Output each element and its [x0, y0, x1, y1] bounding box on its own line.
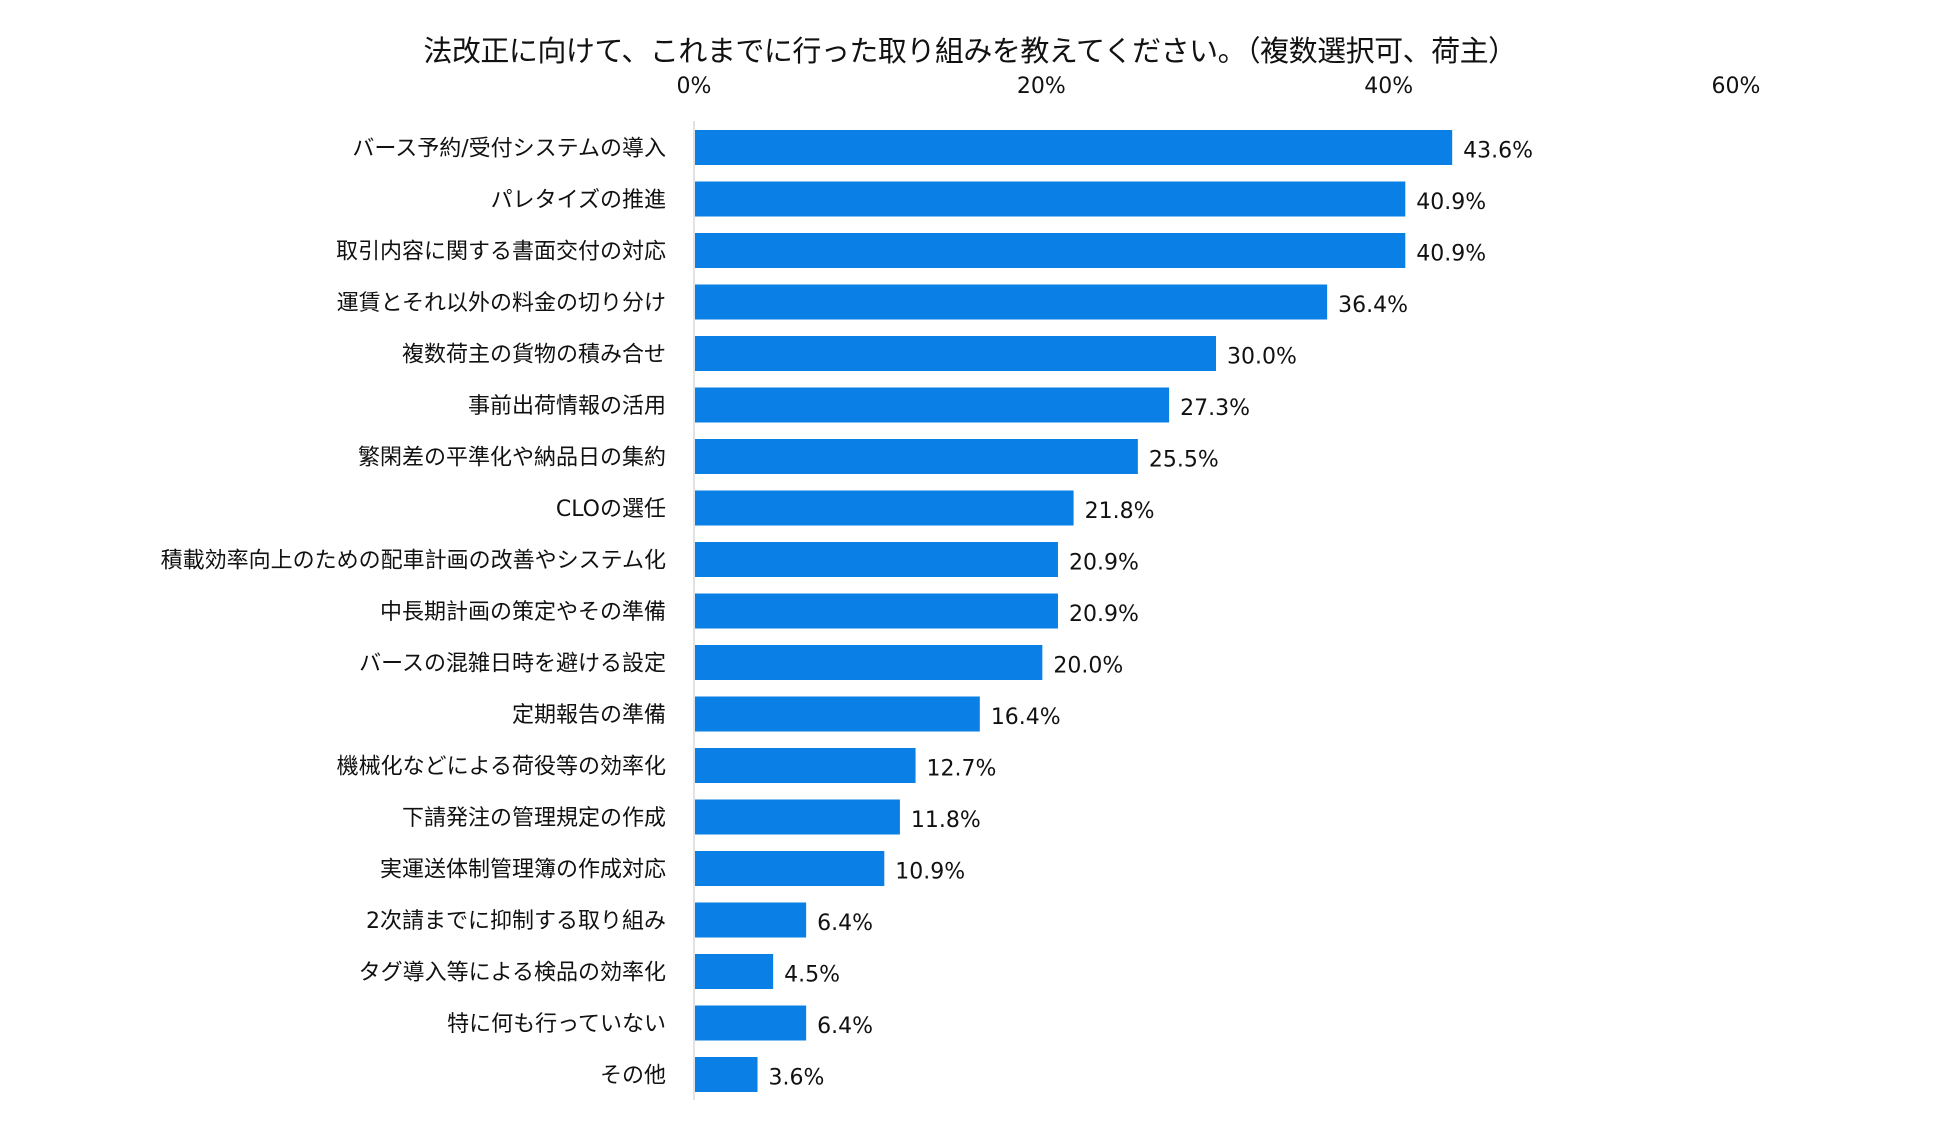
data-label: 20.9% [1069, 551, 1139, 576]
bar [695, 284, 1328, 320]
bar [695, 851, 885, 886]
category-label: 中長期計画の策定やその準備 [380, 600, 666, 625]
category-label: バース予約/受付システムの導入 [352, 137, 666, 162]
data-label: 40.9% [1416, 242, 1486, 267]
category-label: 取引内容に関する書面交付の対応 [336, 240, 666, 265]
category-label: 積載効率向上のための配車計画の改善やシステム化 [161, 549, 666, 574]
category-label: 定期報告の準備 [512, 703, 666, 728]
category-label: その他 [600, 1064, 666, 1089]
category-label: 事前出荷情報の活用 [468, 394, 666, 419]
x-tick-label: 60% [1712, 74, 1761, 99]
bar [695, 748, 916, 783]
data-label: 20.0% [1053, 654, 1123, 679]
bar [695, 181, 1406, 217]
data-label: 30.0% [1227, 345, 1297, 370]
category-label: 下請発注の管理規定の作成 [402, 806, 666, 831]
data-label: 27.3% [1180, 396, 1250, 421]
bar [695, 490, 1074, 526]
bar [695, 799, 900, 835]
bar [695, 542, 1058, 577]
data-label: 11.8% [911, 808, 981, 833]
bar [695, 954, 774, 989]
bar [695, 1005, 807, 1041]
data-label: 40.9% [1416, 190, 1486, 215]
category-label: パレタイズの推進 [491, 188, 666, 213]
category-label: 運賃とそれ以外の料金の切り分け [337, 291, 666, 316]
bar [695, 233, 1406, 268]
bar [695, 645, 1043, 680]
data-label: 4.5% [784, 963, 840, 988]
x-tick-label: 0% [677, 74, 712, 99]
data-label: 6.4% [817, 1014, 873, 1039]
data-label: 25.5% [1149, 448, 1219, 473]
x-tick-label: 20% [1017, 74, 1066, 99]
category-label: 特に何も行っていない [447, 1012, 666, 1037]
data-label: 43.6% [1463, 139, 1533, 164]
bar [695, 387, 1170, 423]
category-label: 複数荷主の貨物の積み合せ [402, 343, 666, 368]
chart-title: 法改正に向けて、これまでに行った取り組みを教えてください。（複数選択可、荷主） [423, 34, 1517, 68]
data-label: 20.9% [1069, 602, 1139, 627]
data-label: 36.4% [1338, 293, 1408, 318]
category-label: 機械化などによる荷役等の効率化 [337, 755, 666, 780]
data-label: 6.4% [817, 911, 873, 936]
bar [695, 902, 807, 938]
data-label: 12.7% [927, 757, 997, 782]
category-label: 2次請までに抑制する取り組み [366, 909, 666, 934]
bar [695, 336, 1216, 371]
data-label: 10.9% [895, 860, 965, 885]
category-label: 繁閑差の平準化や納品日の集約 [358, 446, 666, 471]
data-label: 3.6% [769, 1066, 825, 1091]
category-label: 実運送体制管理簿の作成対応 [380, 858, 666, 883]
category-label: タグ導入等による検品の効率化 [359, 961, 666, 986]
bar [695, 1057, 758, 1092]
bar [695, 130, 1453, 165]
data-label: 21.8% [1085, 499, 1155, 524]
x-tick-label: 40% [1364, 74, 1413, 99]
bar [695, 593, 1058, 629]
bar [695, 439, 1138, 474]
category-label: CLOの選任 [556, 497, 666, 522]
data-label: 16.4% [991, 705, 1061, 730]
bar [695, 696, 980, 732]
category-label: バースの混雑日時を避ける設定 [359, 652, 666, 677]
